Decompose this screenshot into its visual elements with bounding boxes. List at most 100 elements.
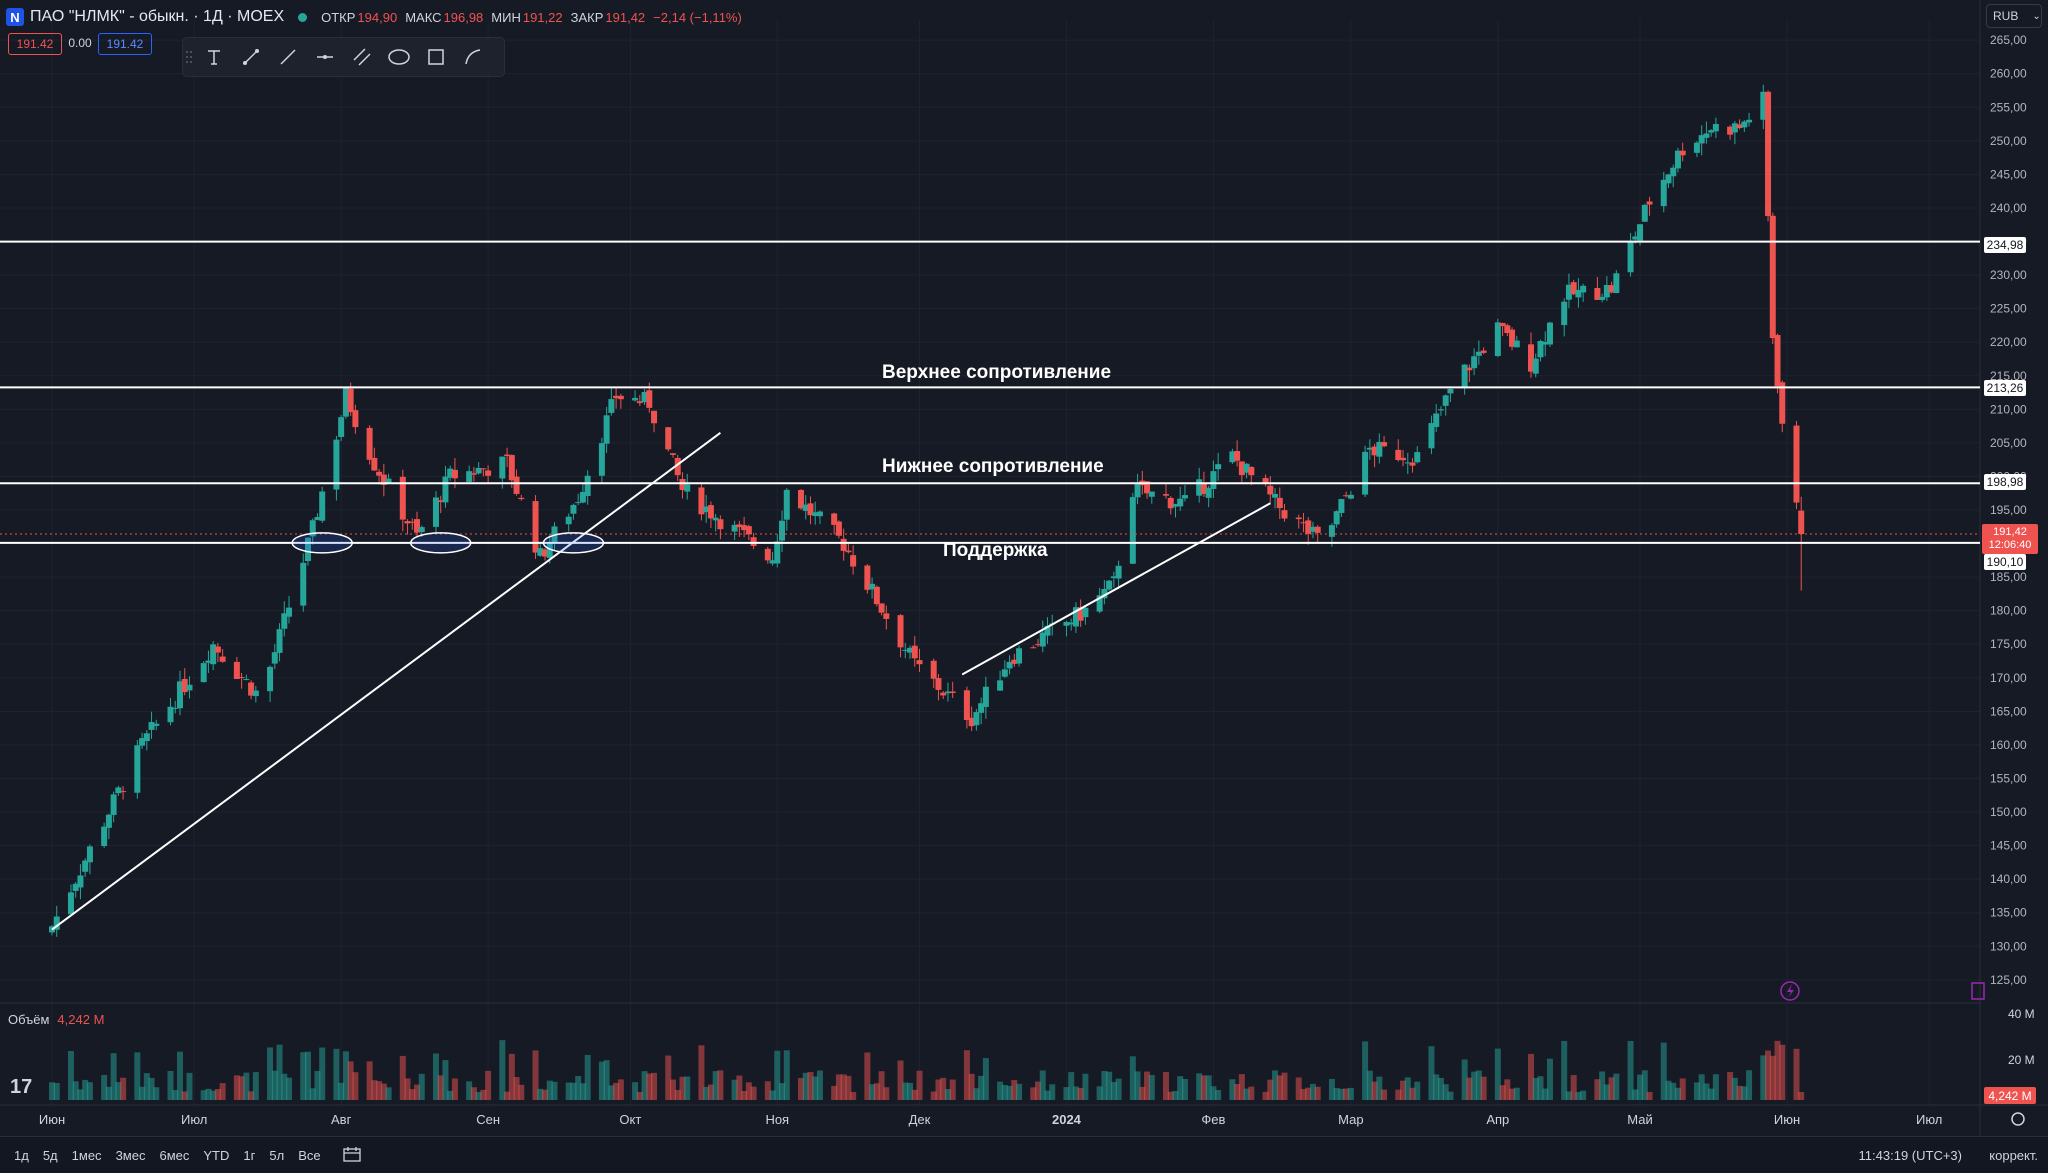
volume-bar xyxy=(1068,1072,1075,1100)
upper-resistance-label[interactable]: Верхнее сопротивление xyxy=(882,362,1112,383)
tradingview-logo-icon[interactable]: 17 xyxy=(10,1076,33,1098)
range-5d[interactable]: 5д xyxy=(42,1147,58,1163)
candle-body xyxy=(447,468,454,478)
candle-body xyxy=(238,677,245,679)
currency-select[interactable]: RUB ⌄ xyxy=(1986,4,2042,28)
volume-bar xyxy=(636,1091,643,1100)
price-axis[interactable]: 125,00 130,00 135,00 140,00 145,00 150,00 155,… xyxy=(1990,33,2027,987)
volume-bar xyxy=(542,1089,549,1100)
candle-body xyxy=(1679,150,1686,156)
candle-body xyxy=(1210,471,1217,489)
volume-bar xyxy=(418,1073,425,1100)
ellipse-icon[interactable] xyxy=(380,38,417,76)
candle-body xyxy=(281,613,288,629)
trend-arrow-icon[interactable] xyxy=(232,38,269,76)
volume-legend[interactable]: Объём 4,242 M xyxy=(8,1012,104,1027)
volume-bar xyxy=(779,1083,786,1100)
range-all[interactable]: Все xyxy=(298,1147,321,1163)
candle-body xyxy=(513,476,520,494)
time-tick: Апр xyxy=(1486,1112,1509,1127)
volume-bar xyxy=(1798,1092,1805,1100)
volume-bar xyxy=(850,1091,857,1100)
volume-bar xyxy=(902,1082,909,1100)
range-1m[interactable]: 1мес xyxy=(71,1147,102,1163)
path-icon[interactable] xyxy=(454,38,491,76)
candle-body xyxy=(546,543,553,559)
candle-body xyxy=(1035,644,1042,646)
symbol-title[interactable]: ПАО "НЛМК" - обыкн. · 1Д · MOEX xyxy=(30,8,285,25)
candle-body xyxy=(1148,491,1155,497)
symbol-logo-icon[interactable]: N xyxy=(6,8,24,26)
range-3m[interactable]: 3мес xyxy=(115,1147,146,1163)
candle-body xyxy=(77,875,84,888)
volume-bar xyxy=(1646,1091,1653,1100)
channel-icon[interactable] xyxy=(343,38,380,76)
market-status-icon[interactable] xyxy=(298,12,308,22)
candle-body xyxy=(1670,167,1677,177)
range-1y[interactable]: 1г xyxy=(243,1147,256,1163)
volume-bar xyxy=(731,1079,738,1100)
volume-bar xyxy=(1674,1087,1681,1100)
candle-body xyxy=(703,506,710,513)
candle-body xyxy=(1300,522,1307,524)
range-5y[interactable]: 5л xyxy=(269,1147,285,1163)
candle-body xyxy=(1381,442,1388,447)
candle-body xyxy=(679,478,686,490)
clock-time[interactable]: 11:43:19 (UTC+3) xyxy=(1858,1147,1962,1163)
candle-body xyxy=(309,520,316,537)
candle-body xyxy=(698,487,705,515)
range-1d[interactable]: 1д xyxy=(14,1147,29,1163)
volume-bar xyxy=(518,1084,525,1100)
volume-bar xyxy=(499,1040,506,1100)
candle-body xyxy=(1409,462,1416,466)
candle-body xyxy=(812,512,819,516)
drawing-toolbar xyxy=(183,38,504,76)
time-tick: Окт xyxy=(619,1112,641,1127)
candle-body xyxy=(1314,526,1321,533)
volume-bar xyxy=(1300,1089,1307,1100)
horizontal-line-icon[interactable] xyxy=(306,38,343,76)
volume-bar xyxy=(1679,1078,1686,1100)
candle-body xyxy=(916,660,923,665)
volume-bar xyxy=(300,1052,307,1100)
volume-bar xyxy=(1243,1088,1250,1100)
range-6m[interactable]: 6мес xyxy=(159,1147,190,1163)
volume-bar xyxy=(1494,1048,1501,1100)
volume-bar xyxy=(1229,1079,1236,1100)
earnings-icon[interactable] xyxy=(1971,982,1985,1000)
candle-body xyxy=(115,787,122,794)
volume-bar xyxy=(1542,1088,1549,1100)
candle-body xyxy=(1466,367,1473,371)
line-icon[interactable] xyxy=(269,38,306,76)
lightning-icon[interactable] xyxy=(1780,981,1800,1001)
candle-body xyxy=(1272,493,1279,498)
text-icon[interactable] xyxy=(195,38,232,76)
candle-body xyxy=(300,562,307,606)
candle-body xyxy=(982,686,989,707)
support-label[interactable]: Поддержка xyxy=(943,540,1048,561)
volume-bar xyxy=(1698,1074,1705,1100)
grip-icon[interactable] xyxy=(183,38,195,76)
rectangle-icon[interactable] xyxy=(417,38,454,76)
adjust-toggle[interactable]: коррект. xyxy=(1989,1147,2038,1163)
volume-bar xyxy=(86,1082,93,1100)
volume-bar xyxy=(978,1075,985,1100)
time-axis[interactable]: Июн Июл Авг Сен Окт Ноя Дек 2024 Фев Мар Апр Май Июн… xyxy=(39,1112,1943,1127)
range-ytd[interactable]: YTD xyxy=(203,1147,230,1163)
candle-body xyxy=(243,679,250,681)
current-price-value: 191,42 xyxy=(1993,526,2027,538)
lower-resistance-label[interactable]: Нижнее сопротивление xyxy=(882,456,1104,477)
volume-bar xyxy=(1575,1091,1582,1100)
candle-body xyxy=(1708,130,1715,133)
sell-button[interactable]: 191.42 xyxy=(8,33,62,55)
settings-icon[interactable] xyxy=(2011,1112,2025,1126)
candle-body xyxy=(873,586,880,605)
candle-body xyxy=(1646,201,1653,205)
buy-button[interactable]: 191.42 xyxy=(98,33,152,55)
candle-body xyxy=(1447,388,1454,394)
time-tick: Ноя xyxy=(765,1112,789,1127)
calendar-icon[interactable] xyxy=(342,1146,361,1165)
volume-bar xyxy=(883,1087,890,1100)
price-tick: 185,00 xyxy=(1990,570,2027,584)
